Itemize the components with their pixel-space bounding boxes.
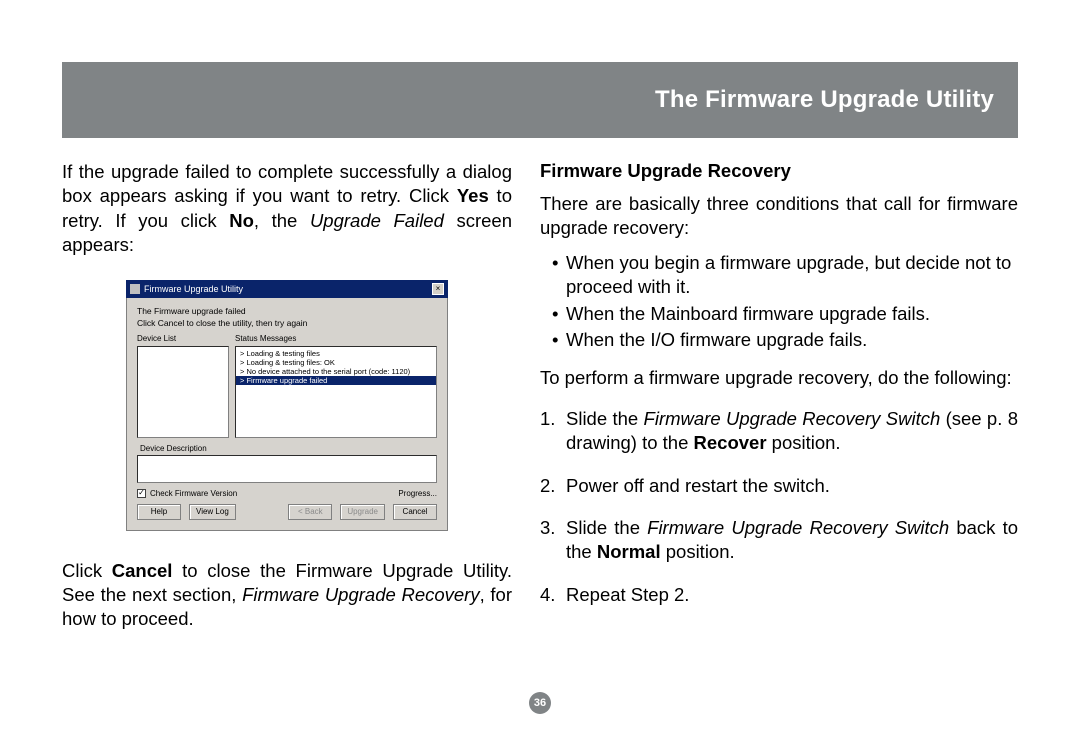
log-line: > No device attached to the serial port …: [236, 367, 436, 376]
normal-label: Normal: [597, 541, 661, 562]
text: position.: [661, 541, 735, 562]
dialog-screenshot: Firmware Upgrade Utility × The Firmware …: [126, 280, 448, 531]
dialog-msg-1: The Firmware upgrade failed: [137, 306, 437, 316]
text: , the: [254, 210, 310, 231]
failure-paragraph: If the upgrade failed to complete succes…: [62, 160, 512, 258]
titlebar-left: Firmware Upgrade Utility: [130, 284, 243, 294]
log-line: > Loading & testing files: [236, 349, 436, 358]
recovery-lead: To perform a firmware upgrade recovery, …: [540, 366, 1018, 390]
page-number-badge: 36: [529, 692, 551, 714]
check-firmware-checkbox[interactable]: ✓: [137, 489, 146, 498]
log-line-selected: > Firmware upgrade failed: [236, 376, 436, 385]
switch-name: Firmware Upgrade Recovery Switch: [644, 408, 941, 429]
progress-label: Progress...: [398, 489, 437, 498]
back-button[interactable]: < Back: [288, 504, 332, 520]
cancel-label: Cancel: [112, 560, 173, 581]
log-line: > Loading & testing files: OK: [236, 358, 436, 367]
step-item: Slide the Firmware Upgrade Recovery Swit…: [540, 407, 1018, 456]
check-firmware-label: Check Firmware Version: [150, 489, 237, 498]
upgrade-failed-label: Upgrade Failed: [310, 210, 444, 231]
header-band: The Firmware Upgrade Utility: [62, 62, 1018, 138]
right-column: Firmware Upgrade Recovery There are basi…: [540, 160, 1018, 642]
dialog-panes: > Loading & testing files > Loading & te…: [137, 346, 437, 438]
page-header-title: The Firmware Upgrade Utility: [655, 86, 994, 114]
app-icon: [130, 284, 140, 294]
cancel-paragraph: Click Cancel to close the Firmware Upgra…: [62, 559, 512, 632]
dialog-body: The Firmware upgrade failed Click Cancel…: [126, 298, 448, 531]
condition-item: When the I/O firmware upgrade fails.: [552, 328, 1018, 352]
condition-item: When the Mainboard firmware upgrade fail…: [552, 302, 1018, 326]
recover-label: Recover: [694, 432, 767, 453]
text: Click: [62, 560, 112, 581]
upgrade-button[interactable]: Upgrade: [340, 504, 385, 520]
step-item: Power off and restart the switch.: [540, 474, 1018, 498]
step-item: Repeat Step 2.: [540, 583, 1018, 607]
content-columns: If the upgrade failed to complete succes…: [62, 138, 1018, 642]
firmware-upgrade-recovery-ref: Firmware Upgrade Recovery: [242, 584, 480, 605]
dialog-msg-2: Click Cancel to close the utility, then …: [137, 318, 437, 328]
text: Slide the: [566, 408, 644, 429]
text: If the upgrade failed to complete succes…: [62, 161, 512, 206]
recovery-steps: Slide the Firmware Upgrade Recovery Swit…: [540, 407, 1018, 607]
left-column: If the upgrade failed to complete succes…: [62, 160, 512, 642]
manual-page: The Firmware Upgrade Utility If the upgr…: [62, 62, 1018, 708]
cancel-button[interactable]: Cancel: [393, 504, 437, 520]
recovery-intro: There are basically three conditions tha…: [540, 192, 1018, 241]
no-label: No: [229, 210, 254, 231]
check-row: ✓ Check Firmware Version Progress...: [137, 489, 437, 498]
status-log-pane[interactable]: > Loading & testing files > Loading & te…: [235, 346, 437, 438]
recovery-heading: Firmware Upgrade Recovery: [540, 160, 1018, 182]
device-list-pane[interactable]: [137, 346, 229, 438]
dialog-title: Firmware Upgrade Utility: [144, 284, 243, 294]
yes-label: Yes: [457, 185, 489, 206]
status-messages-label: Status Messages: [235, 334, 437, 343]
help-button[interactable]: Help: [137, 504, 181, 520]
condition-item: When you begin a firmware upgrade, but d…: [552, 251, 1018, 300]
device-description-label: Device Description: [140, 444, 437, 453]
device-description-box: [137, 455, 437, 483]
device-list-label: Device List: [137, 334, 229, 343]
switch-name: Firmware Upgrade Recovery Switch: [647, 517, 949, 538]
dialog-button-row: Help View Log < Back Upgrade Cancel: [137, 504, 437, 520]
close-icon[interactable]: ×: [432, 283, 444, 295]
text: position.: [767, 432, 841, 453]
view-log-button[interactable]: View Log: [189, 504, 236, 520]
recovery-condition-list: When you begin a firmware upgrade, but d…: [540, 251, 1018, 353]
dialog-titlebar: Firmware Upgrade Utility ×: [126, 280, 448, 298]
step-item: Slide the Firmware Upgrade Recovery Swit…: [540, 516, 1018, 565]
text: Slide the: [566, 517, 647, 538]
